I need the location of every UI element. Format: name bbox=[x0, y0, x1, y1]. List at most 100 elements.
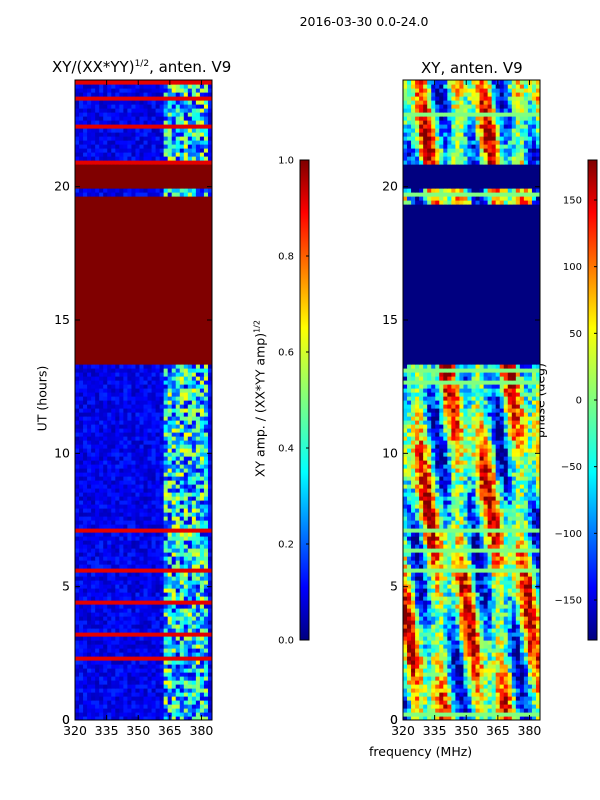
heatmap-cell bbox=[203, 140, 209, 145]
heatmap-cell bbox=[135, 156, 141, 161]
heatmap-cell bbox=[203, 148, 209, 153]
heatmap-cell bbox=[207, 656, 212, 661]
heatmap-cell bbox=[175, 152, 181, 157]
heatmap-cell bbox=[135, 532, 141, 537]
heatmap-cell bbox=[87, 388, 92, 393]
heatmap-cell bbox=[119, 648, 124, 653]
heatmap-cell bbox=[107, 176, 112, 181]
heatmap-cell bbox=[111, 676, 116, 681]
heatmap-cell bbox=[115, 484, 120, 489]
heatmap-cell bbox=[103, 400, 108, 405]
heatmap-cell bbox=[79, 560, 84, 565]
heatmap-cell bbox=[103, 520, 108, 525]
heatmap-cell bbox=[159, 256, 165, 261]
heatmap-cell bbox=[207, 144, 212, 149]
heatmap-cell bbox=[171, 200, 177, 205]
heatmap-cell bbox=[111, 544, 116, 549]
heatmap-cell bbox=[179, 144, 185, 149]
heatmap-cell bbox=[171, 600, 177, 605]
heatmap-cell bbox=[119, 576, 124, 581]
heatmap-cell bbox=[139, 404, 145, 409]
heatmap-cell bbox=[103, 488, 108, 493]
heatmap-cell bbox=[111, 260, 116, 265]
heatmap-cell bbox=[175, 356, 181, 361]
heatmap-cell bbox=[75, 604, 80, 609]
heatmap-cell bbox=[139, 276, 145, 281]
heatmap-cell bbox=[95, 320, 100, 325]
heatmap-cell bbox=[103, 672, 108, 677]
heatmap-cell bbox=[167, 360, 173, 365]
heatmap-cell bbox=[199, 680, 205, 685]
heatmap-cell bbox=[199, 200, 205, 205]
heatmap-cell bbox=[131, 668, 137, 673]
heatmap-cell bbox=[75, 188, 80, 193]
heatmap-cell bbox=[155, 524, 161, 529]
heatmap-cell bbox=[159, 304, 165, 309]
heatmap-cell bbox=[159, 468, 165, 473]
heatmap-cell bbox=[191, 260, 197, 265]
heatmap-cell bbox=[171, 248, 177, 253]
heatmap-cell bbox=[87, 364, 92, 369]
heatmap-cell bbox=[87, 644, 92, 649]
heatmap-cell bbox=[143, 688, 149, 693]
heatmap-cell bbox=[127, 516, 133, 521]
heatmap-cell bbox=[127, 560, 133, 565]
heatmap-cell bbox=[83, 584, 88, 589]
heatmap-cell bbox=[91, 532, 96, 537]
heatmap-cell bbox=[103, 248, 108, 253]
heatmap-cell bbox=[191, 432, 197, 437]
heatmap-cell bbox=[171, 492, 177, 497]
heatmap-cell bbox=[119, 672, 124, 677]
heatmap-cell bbox=[195, 136, 201, 141]
heatmap-cell bbox=[139, 460, 145, 465]
heatmap-cell bbox=[163, 452, 169, 457]
heatmap-cell bbox=[207, 388, 212, 393]
heatmap-cell bbox=[79, 464, 84, 469]
heatmap-cell bbox=[79, 440, 84, 445]
heatmap-cell bbox=[75, 544, 80, 549]
heatmap-cell bbox=[107, 504, 112, 509]
heatmap-cell bbox=[91, 288, 96, 293]
heatmap-cell bbox=[167, 700, 173, 705]
heatmap-cell bbox=[187, 328, 193, 333]
heatmap-cell bbox=[167, 508, 173, 513]
heatmap-cell bbox=[87, 220, 92, 225]
heatmap-cell bbox=[195, 532, 201, 537]
heatmap-cell bbox=[123, 616, 128, 621]
heatmap-cell bbox=[179, 420, 185, 425]
heatmap-cell bbox=[99, 540, 104, 545]
heatmap-cell bbox=[163, 296, 169, 301]
heatmap-cell bbox=[79, 672, 84, 677]
heatmap-cell bbox=[171, 236, 177, 241]
heatmap-cell bbox=[199, 168, 205, 173]
heatmap-cell bbox=[131, 576, 137, 581]
heatmap-cell bbox=[99, 316, 104, 321]
heatmap-cell bbox=[135, 184, 141, 189]
heatmap-cell bbox=[199, 320, 205, 325]
heatmap-cell bbox=[119, 228, 124, 233]
heatmap-cell bbox=[95, 292, 100, 297]
heatmap-cell bbox=[95, 364, 100, 369]
heatmap-cell bbox=[171, 408, 177, 413]
heatmap-cell bbox=[207, 212, 212, 217]
heatmap-cell bbox=[75, 500, 80, 505]
heatmap-cell bbox=[195, 460, 201, 465]
heatmap-cell bbox=[195, 468, 201, 473]
heatmap-cell bbox=[179, 236, 185, 241]
heatmap-cell bbox=[87, 464, 92, 469]
heatmap-cell bbox=[191, 664, 197, 669]
heatmap-cell bbox=[135, 564, 141, 569]
heatmap-cell bbox=[199, 420, 205, 425]
heatmap-cell bbox=[131, 180, 137, 185]
heatmap-cell bbox=[159, 648, 165, 653]
heatmap-cell bbox=[203, 360, 209, 365]
heatmap-cell bbox=[79, 664, 84, 669]
heatmap-cell bbox=[155, 592, 161, 597]
heatmap-cell bbox=[123, 428, 128, 433]
heatmap-cell bbox=[123, 148, 128, 153]
heatmap-cell bbox=[199, 608, 205, 613]
heatmap-cell bbox=[135, 268, 141, 273]
heatmap-cell bbox=[99, 240, 104, 245]
heatmap-cell bbox=[147, 332, 153, 337]
heatmap-cell bbox=[183, 276, 189, 281]
